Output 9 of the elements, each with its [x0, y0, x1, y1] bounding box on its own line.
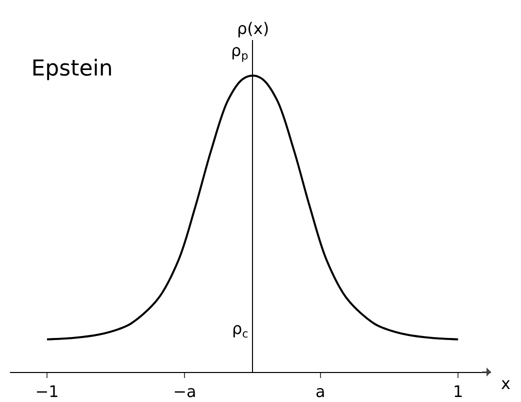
y-axis-title: ρ(x)	[237, 19, 270, 38]
chart-title: Epstein	[31, 56, 113, 82]
annotation: ρ$_{c}$	[232, 319, 248, 340]
x-tick-label: −a	[173, 382, 196, 402]
x-tick-label: 1	[453, 382, 464, 402]
x-tick-label: a	[315, 382, 326, 402]
x-axis-title: x	[501, 374, 510, 393]
text: ρ$_{p}$	[231, 41, 248, 62]
x-tick-label: −1	[35, 382, 59, 402]
